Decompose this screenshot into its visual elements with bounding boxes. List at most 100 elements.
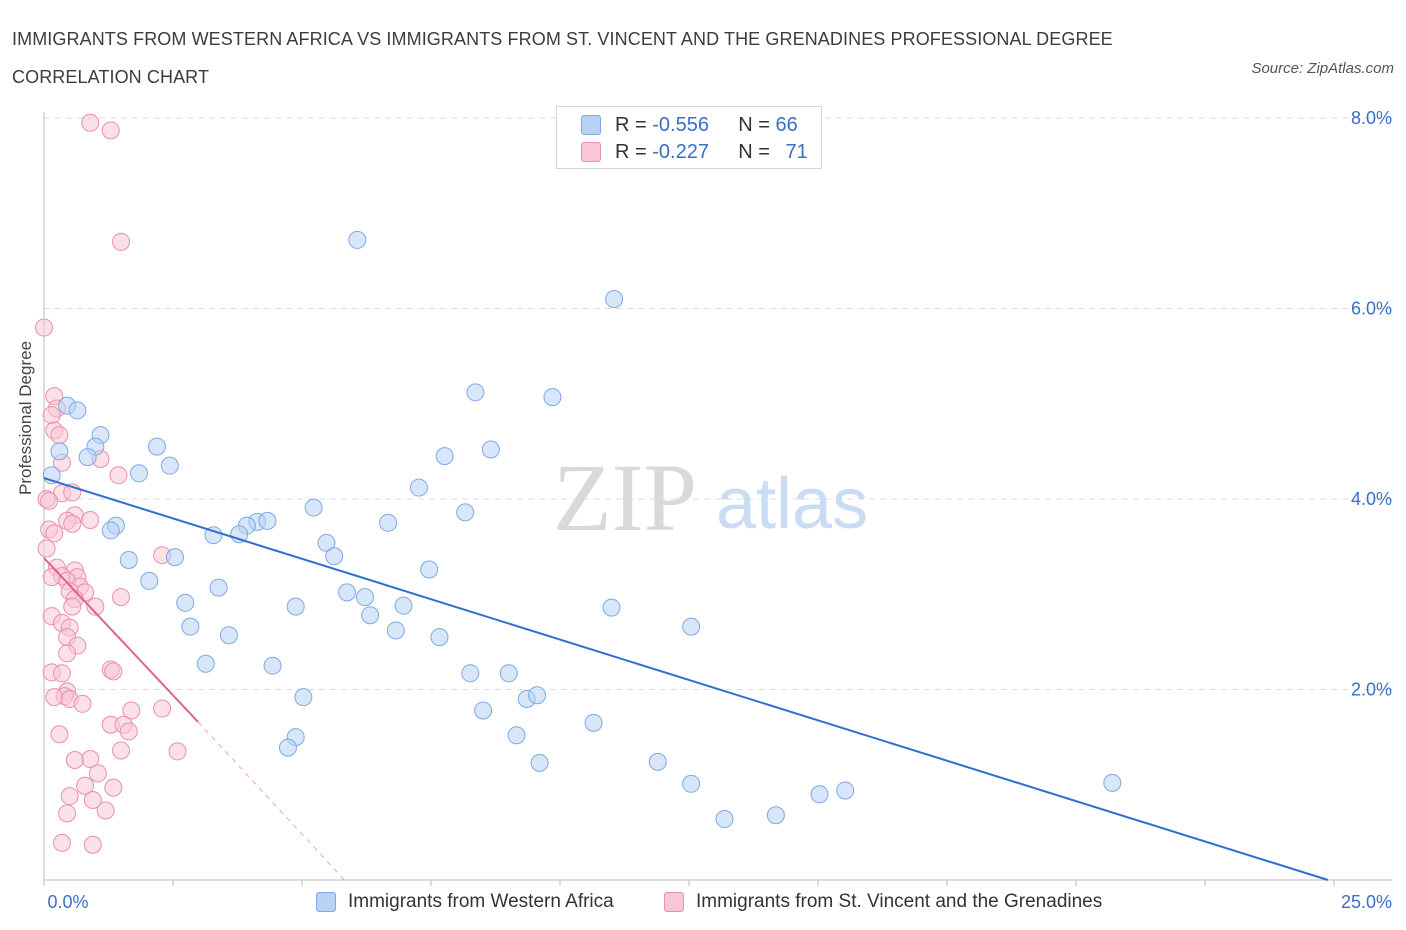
point-st-vincent — [122, 701, 141, 720]
y-tick-label: 8.0% — [1351, 108, 1392, 128]
point-western-africa — [810, 785, 829, 804]
point-st-vincent — [42, 406, 61, 425]
point-western-africa — [176, 593, 195, 612]
point-western-africa — [147, 437, 166, 456]
point-western-africa — [181, 617, 200, 636]
point-western-africa — [682, 617, 701, 636]
point-western-africa — [356, 588, 374, 607]
point-western-africa — [338, 583, 357, 602]
point-st-vincent — [40, 491, 59, 510]
point-st-vincent — [63, 514, 82, 533]
point-western-africa — [409, 478, 428, 497]
source-credit: Source: ZipAtlas.com — [1251, 60, 1394, 77]
bottom-legend-swatch-pink — [664, 892, 684, 912]
point-western-africa — [101, 521, 120, 540]
point-st-vincent — [101, 121, 120, 140]
point-western-africa — [648, 752, 667, 771]
point-st-vincent — [104, 778, 123, 797]
point-western-africa — [294, 688, 313, 707]
point-western-africa — [420, 560, 439, 579]
point-western-africa — [219, 626, 238, 645]
trendline-st-vincent — [197, 721, 345, 881]
point-western-africa — [78, 448, 97, 467]
point-st-vincent — [112, 588, 131, 607]
bottom-legend-pink: Immigrants from St. Vincent and the Gren… — [664, 889, 1102, 915]
point-st-vincent — [153, 699, 172, 718]
y-axis-label: Professional Degree — [16, 340, 35, 495]
point-western-africa — [682, 774, 701, 793]
point-st-vincent — [52, 664, 71, 683]
point-st-vincent — [52, 833, 71, 852]
legend-n-value: 66 — [775, 113, 798, 136]
point-st-vincent — [81, 113, 100, 132]
point-western-africa — [361, 606, 380, 625]
point-st-vincent — [88, 764, 107, 783]
point-st-vincent — [83, 835, 102, 854]
point-st-vincent — [50, 426, 69, 445]
trendlines — [43, 477, 1329, 881]
y-tick-label: 6.0% — [1351, 299, 1392, 319]
point-western-africa — [140, 571, 159, 590]
point-st-vincent — [83, 790, 102, 809]
x-tick-label: 25.0% — [1341, 892, 1392, 912]
point-western-africa — [543, 388, 562, 407]
point-western-africa — [68, 401, 87, 420]
point-st-vincent — [86, 597, 105, 616]
legend-n-value: 71 — [785, 140, 808, 163]
series-blue-points — [42, 230, 1122, 829]
point-western-africa — [435, 447, 454, 466]
point-st-vincent — [112, 232, 131, 251]
point-st-vincent — [76, 776, 95, 795]
point-western-africa — [466, 383, 485, 402]
watermark-zip: ZIP — [553, 444, 697, 551]
point-western-africa — [394, 596, 413, 615]
point-st-vincent — [37, 539, 56, 558]
point-western-africa — [204, 526, 223, 545]
legend-row-blue: R = -0.556 N = 66 — [581, 112, 798, 138]
point-western-africa — [317, 533, 336, 552]
point-western-africa — [456, 503, 475, 522]
stats-legend: R = -0.556 N = 66 R = -0.227 N = 71 — [556, 106, 822, 169]
point-western-africa — [430, 628, 449, 647]
point-western-africa — [605, 289, 624, 308]
point-western-africa — [286, 597, 305, 616]
legend-n-label: N = — [738, 113, 770, 136]
point-st-vincent — [58, 644, 77, 663]
x-tick-label: 0.0% — [47, 892, 88, 912]
point-western-africa — [209, 578, 228, 597]
bottom-legend-label-blue: Immigrants from Western Africa — [348, 891, 614, 912]
point-st-vincent — [168, 742, 187, 761]
legend-row-pink: R = -0.227 N = 71 — [581, 139, 808, 165]
point-western-africa — [304, 498, 323, 517]
legend-r-label: R = — [615, 140, 647, 163]
trendline-western-africa — [43, 477, 1329, 881]
point-western-africa — [348, 230, 367, 249]
point-western-africa — [386, 621, 405, 640]
chart-title: IMMIGRANTS FROM WESTERN AFRICA VS IMMIGR… — [12, 29, 1113, 87]
bottom-legend-blue: Immigrants from Western Africa — [316, 889, 614, 915]
point-st-vincent — [65, 750, 84, 769]
point-st-vincent — [45, 524, 64, 543]
point-st-vincent — [104, 662, 123, 681]
point-western-africa — [481, 440, 500, 459]
point-western-africa — [50, 442, 69, 461]
point-st-vincent — [112, 741, 131, 760]
point-western-africa — [499, 664, 518, 683]
point-western-africa — [715, 810, 734, 829]
bottom-legend-swatch-blue — [316, 892, 336, 912]
point-western-africa — [278, 738, 297, 757]
y-tick-label: 4.0% — [1351, 489, 1392, 509]
point-western-africa — [528, 686, 547, 705]
legend-swatch-pink — [581, 142, 601, 162]
point-st-vincent — [35, 318, 53, 337]
point-st-vincent — [81, 510, 100, 529]
y-tick-label: 2.0% — [1351, 680, 1392, 700]
series-pink-points — [35, 113, 187, 854]
point-st-vincent — [109, 466, 128, 485]
point-western-africa — [263, 656, 282, 675]
legend-swatch-blue — [581, 115, 601, 135]
point-western-africa — [119, 550, 138, 569]
point-western-africa — [258, 511, 277, 530]
legend-r-label: R = — [615, 113, 647, 136]
